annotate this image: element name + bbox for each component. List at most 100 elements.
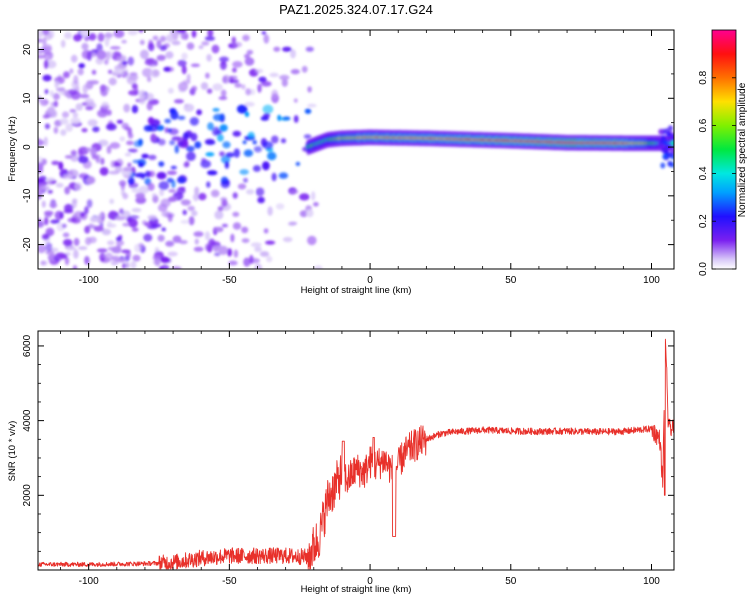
noise-blob [301,65,308,73]
colorbar-tick-label: 0.8 [698,70,709,84]
noise-blob [152,194,159,204]
noise-blob [243,257,251,267]
noise-blob [156,171,167,180]
noise-blob [127,56,134,66]
noise-blob [122,262,127,269]
noise-blob [186,151,196,161]
noise-blob [132,159,141,164]
noise-blob [279,74,290,81]
noise-blob [73,237,80,247]
noise-blob [182,209,187,216]
noise-blob [48,30,55,39]
noise-blob [148,170,156,178]
noise-blob [74,182,83,191]
noise-blob [254,263,263,269]
noise-blob [267,206,273,216]
noise-blob [166,177,174,183]
noise-blob [172,235,182,243]
noise-blob [158,181,170,191]
noise-blob [86,176,96,185]
noise-blob [180,220,190,224]
noise-blob [188,216,195,226]
noise-blob [43,217,49,226]
noise-blob [257,196,265,204]
noise-blob [132,254,141,262]
noise-blob [131,188,141,193]
noise-blob [101,228,112,236]
noise-blob [164,118,172,124]
noise-blob [62,71,70,79]
noise-blob [293,115,299,123]
noise-blob [72,265,78,269]
noise-blob [205,72,210,79]
spectrogram-noise-blobs [38,30,323,269]
noise-blob [62,174,73,180]
noise-blob [304,108,312,114]
noise-blob [178,81,189,92]
noise-blob [167,213,173,223]
noise-blob [113,67,125,75]
spectrogram-y-tick-label: -10 [22,188,33,203]
noise-blob [79,94,90,99]
noise-blob [187,205,195,212]
noise-blob [107,220,112,227]
noise-blob [144,59,155,66]
noise-blob [131,83,138,90]
noise-blob [273,46,281,52]
noise-blob [252,140,257,145]
noise-blob [87,119,98,127]
noise-blob [55,87,66,92]
noise-blob [38,30,44,38]
noise-blob [119,208,124,215]
noise-blob [45,250,55,255]
noise-blob [255,68,264,74]
noise-blob [225,152,235,158]
spectrogram-heatmap [38,30,674,269]
noise-blob [106,145,112,154]
noise-blob [257,83,262,93]
noise-blob [206,244,213,253]
noise-blob [139,39,145,46]
noise-blob [191,210,198,217]
noise-blob [99,222,104,227]
noise-blob [295,161,301,166]
noise-blob [275,203,285,210]
noise-blob [44,123,51,130]
noise-blob [108,170,120,175]
snr-x-tick-label: 50 [505,576,517,587]
ridge-edge-blob [667,160,673,167]
noise-blob [114,162,121,167]
noise-blob [233,249,239,258]
ridge-edge-blob [658,128,664,135]
noise-blob [122,222,131,227]
noise-blob [244,57,255,66]
noise-blob [40,260,48,266]
noise-blob [40,98,49,106]
noise-blob [230,233,235,243]
noise-blob [271,172,277,182]
noise-blob [62,232,70,238]
noise-blob [192,193,199,202]
noise-blob [84,98,95,106]
ridge-edge-blob [660,162,666,169]
noise-blob [41,233,50,240]
noise-blob [99,252,106,262]
noise-blob [220,89,227,97]
noise-blob [201,41,210,46]
noise-blob [190,63,200,68]
noise-blob [250,242,262,248]
noise-blob [42,30,48,36]
snr-x-tick-label: -100 [79,576,99,587]
spectrogram-y-tick-label: 20 [22,44,33,56]
noise-blob [127,176,135,185]
noise-blob [214,210,224,220]
noise-blob [305,46,314,52]
noise-blob [88,223,94,228]
noise-blob [84,255,90,265]
noise-blob [205,152,215,157]
noise-blob [232,192,238,199]
colorbar-label: Normalized spectral amplitude [737,82,748,217]
noise-blob [38,178,44,184]
snr-x-tick-label: -50 [222,576,237,587]
noise-blob [186,145,195,152]
